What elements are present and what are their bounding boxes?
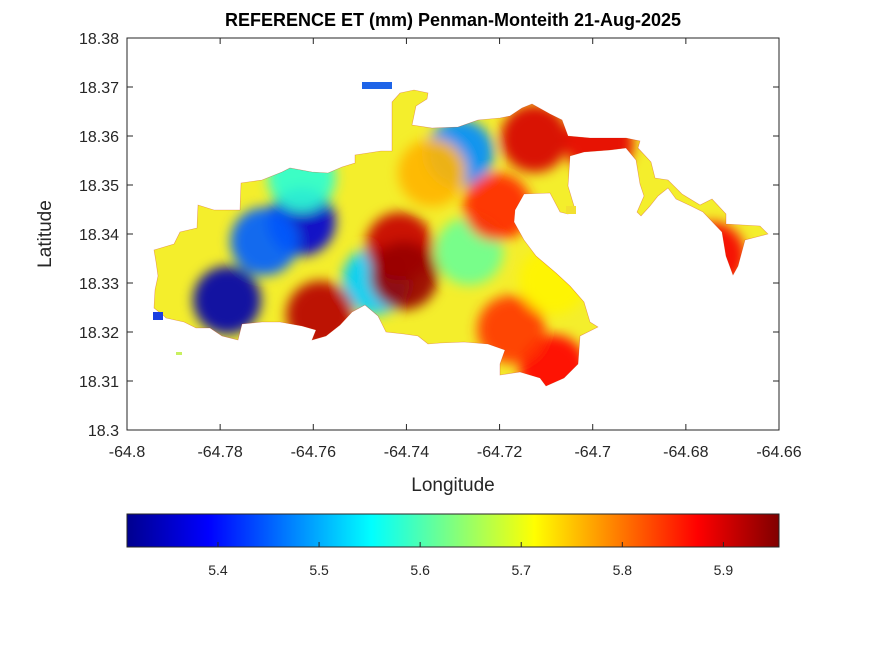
x-tick-label: -64.72 (477, 444, 522, 461)
y-tick-label: 18.31 (79, 374, 119, 391)
y-tick-label: 18.34 (79, 227, 119, 244)
et-hotspot (230, 207, 299, 276)
outlying-patches (153, 82, 576, 355)
y-tick-label: 18.35 (79, 178, 119, 195)
x-tick-label: -64.66 (756, 444, 801, 461)
et-hotspot (370, 241, 439, 310)
y-axis-label: Latitude (35, 200, 56, 268)
islet-patch-north (362, 82, 392, 89)
x-tick-label: -64.74 (384, 444, 429, 461)
colorbar-tick-label: 5.7 (511, 562, 531, 578)
islet-patch-east (566, 206, 576, 214)
y-tick-label: 18.33 (79, 276, 119, 293)
y-tick-label: 18.36 (79, 129, 119, 146)
islet-patch-west (153, 312, 163, 320)
colorbar-tick-label: 5.8 (613, 562, 633, 578)
x-tick-label: -64.7 (574, 444, 611, 461)
x-tick-label: -64.8 (109, 444, 146, 461)
x-tick-label: -64.68 (663, 444, 708, 461)
et-hotspot (193, 266, 262, 335)
chart-title: REFERENCE ET (mm) Penman-Monteith 21-Aug… (225, 10, 681, 30)
colorbar: 5.4 5.5 5.6 5.7 5.8 5.9 (126, 513, 780, 578)
y-axis: 18.3 18.31 18.32 18.33 18.34 18.35 18.36 18.37 1… (79, 31, 779, 440)
x-tick-label: -64.76 (291, 444, 336, 461)
y-tick-label: 18.3 (88, 423, 119, 440)
y-tick-label: 18.32 (79, 325, 119, 342)
x-axis: -64.8 -64.78 -64.76 -64.74 -64.72 -64.7 -64.68… (109, 38, 802, 461)
y-tick-label: 18.37 (79, 80, 119, 97)
et-hotspot (500, 104, 569, 173)
colorbar-tick-label: 5.4 (208, 562, 228, 578)
y-tick-label: 18.38 (79, 31, 119, 48)
colorbar-tick-label: 5.5 (309, 562, 329, 578)
x-tick-label: -64.78 (197, 444, 242, 461)
et-hotspot (463, 173, 532, 242)
et-hotspot (398, 138, 467, 207)
colorbar-gradient (126, 513, 780, 548)
islet-patch-south (176, 352, 182, 355)
colorbar-tick-label: 5.9 (714, 562, 734, 578)
colorbar-tick-label: 5.6 (410, 562, 430, 578)
x-axis-label: Longitude (411, 475, 494, 496)
